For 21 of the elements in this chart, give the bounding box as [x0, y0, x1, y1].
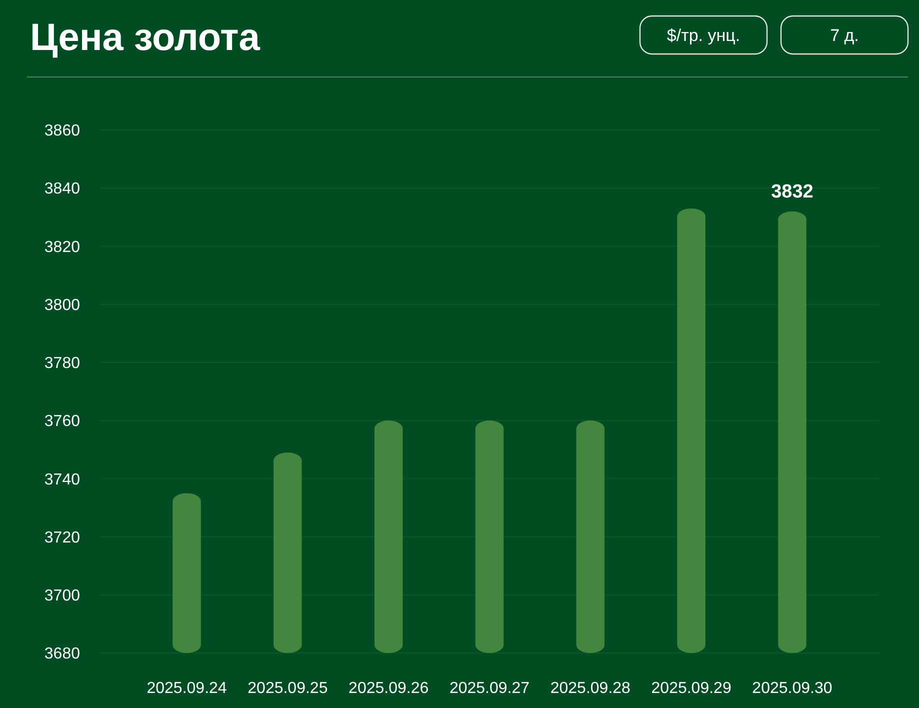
y-tick-label: 3840	[44, 180, 80, 198]
y-tick-label: 3820	[44, 238, 80, 256]
y-tick-label: 3680	[44, 646, 80, 663]
y-tick-label: 3780	[44, 355, 80, 372]
y-tick-label: 3860	[44, 122, 80, 140]
y-tick-label: 3800	[44, 296, 80, 314]
x-tick-label: 2025.09.25	[248, 680, 328, 697]
chart-title: Цена золота	[30, 17, 261, 59]
text: 7 д.	[830, 26, 859, 45]
x-tick-label: 2025.09.28	[550, 680, 631, 697]
y-tick-label: 3720	[44, 529, 80, 546]
data-label: 3832	[771, 181, 814, 202]
x-tick-label: 2025.09.30	[752, 680, 832, 697]
text: $/тр. унц.	[666, 26, 740, 45]
y-tick-label: 3700	[44, 587, 80, 604]
y-tick-label: 3760	[44, 413, 80, 430]
x-tick-label: 2025.09.24	[146, 680, 227, 697]
x-tick-label: 2025.09.27	[449, 680, 530, 697]
x-tick-label: 2025.09.29	[651, 680, 732, 697]
y-tick-label: 3740	[44, 471, 80, 488]
x-tick-label: 2025.09.26	[348, 680, 429, 697]
